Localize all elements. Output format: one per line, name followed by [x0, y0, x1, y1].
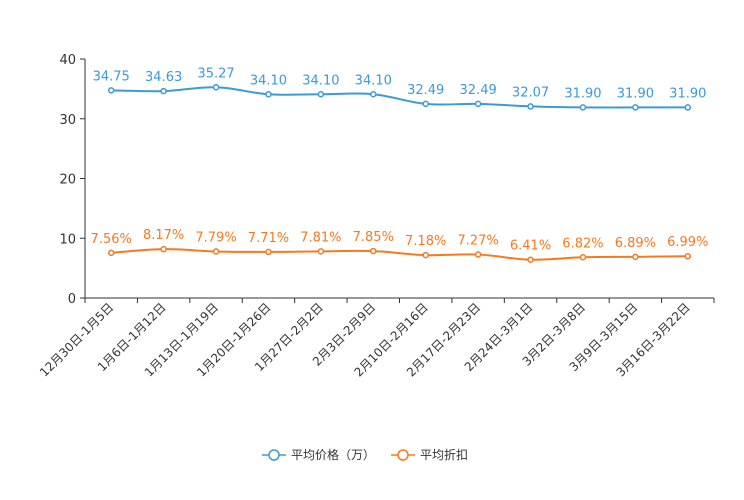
- data-point: [632, 253, 639, 261]
- data-label: 7.27%: [457, 234, 498, 249]
- data-point: [684, 104, 692, 111]
- data-label: 34.10: [302, 73, 339, 88]
- data-point: [527, 256, 534, 263]
- y-tick-label: 40: [59, 53, 76, 68]
- data-label: 7.85%: [353, 230, 394, 245]
- data-label: 34.63: [145, 70, 182, 85]
- data-label: 34.10: [355, 73, 392, 88]
- data-point: [422, 251, 429, 259]
- data-point: [107, 249, 115, 257]
- data-point: [370, 247, 377, 255]
- data-label: 34.75: [93, 69, 130, 84]
- data-label: 6.82%: [562, 236, 603, 251]
- y-tick-label: 10: [59, 232, 76, 247]
- data-label: 6.41%: [510, 239, 551, 254]
- data-point: [684, 252, 692, 260]
- data-label: 7.81%: [300, 230, 341, 245]
- data-point: [107, 87, 115, 94]
- series-line: [111, 248, 688, 261]
- data-label: 31.90: [617, 86, 654, 101]
- legend-item-2: 平均折扣: [391, 447, 468, 462]
- data-label: 7.79%: [195, 230, 236, 245]
- data-point: [370, 91, 377, 98]
- data-point: [579, 254, 587, 261]
- legend-marker: [397, 449, 409, 461]
- y-tick-label: 30: [59, 113, 76, 128]
- legend-item-1: 平均价格（万）: [262, 447, 375, 462]
- legend: 平均价格（万） 平均折扣: [262, 447, 468, 462]
- data-label: 32.07: [512, 85, 549, 100]
- data-label: 31.90: [564, 86, 601, 101]
- data-point: [160, 245, 167, 253]
- series-line: [111, 86, 688, 109]
- data-point: [579, 104, 587, 111]
- data-point: [265, 248, 272, 256]
- axes-group: 01020304012月30日-1月5日1月6日-1月12日1月13日-1月19…: [37, 53, 715, 380]
- data-label: 7.18%: [405, 234, 446, 249]
- series-group: 34.75 34.63 35.27 34.10 34.10 34.10 32.49 32.49…: [91, 66, 708, 263]
- data-point: [317, 248, 325, 255]
- data-label: 34.10: [250, 73, 287, 88]
- data-point: [474, 100, 482, 108]
- data-point: [212, 248, 220, 255]
- data-point: [527, 103, 534, 110]
- y-tick-label: 0: [68, 292, 76, 307]
- data-label: 6.99%: [667, 235, 708, 250]
- legend-marker: [268, 449, 280, 461]
- series-2: 7.56% 8.17% 7.79% 7.71% 7.81% 7.85% 7.18% 7.27%…: [91, 228, 708, 263]
- data-label: 32.49: [460, 83, 497, 98]
- data-point: [265, 91, 272, 98]
- data-point: [474, 251, 482, 258]
- data-label: 31.90: [669, 86, 706, 101]
- data-point: [317, 91, 325, 98]
- series-1: 34.75 34.63 35.27 34.10 34.10 34.10 32.49 32.49…: [93, 66, 706, 111]
- data-label: 35.27: [197, 66, 234, 81]
- data-label: 32.49: [407, 83, 444, 98]
- legend-label: 平均价格（万）: [291, 447, 375, 462]
- data-label: 8.17%: [143, 228, 184, 243]
- data-label: 7.71%: [248, 231, 289, 246]
- data-label: 6.89%: [615, 236, 656, 251]
- data-point: [160, 87, 167, 95]
- data-point: [212, 84, 220, 91]
- data-point: [632, 104, 639, 111]
- y-tick-label: 20: [59, 173, 76, 188]
- legend-label: 平均折扣: [420, 447, 468, 462]
- data-label: 7.56%: [91, 232, 132, 247]
- data-point: [422, 100, 429, 108]
